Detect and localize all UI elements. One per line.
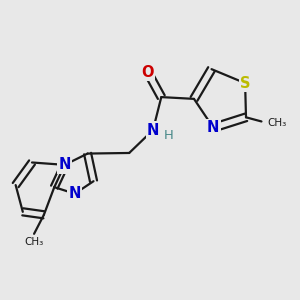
Text: N: N <box>58 158 71 172</box>
Text: H: H <box>164 129 173 142</box>
Text: S: S <box>240 76 250 91</box>
Text: O: O <box>141 64 154 80</box>
Text: N: N <box>69 186 81 201</box>
Text: N: N <box>147 123 159 138</box>
Text: CH₃: CH₃ <box>25 237 44 247</box>
Text: CH₃: CH₃ <box>267 118 287 128</box>
Text: N: N <box>207 120 220 135</box>
